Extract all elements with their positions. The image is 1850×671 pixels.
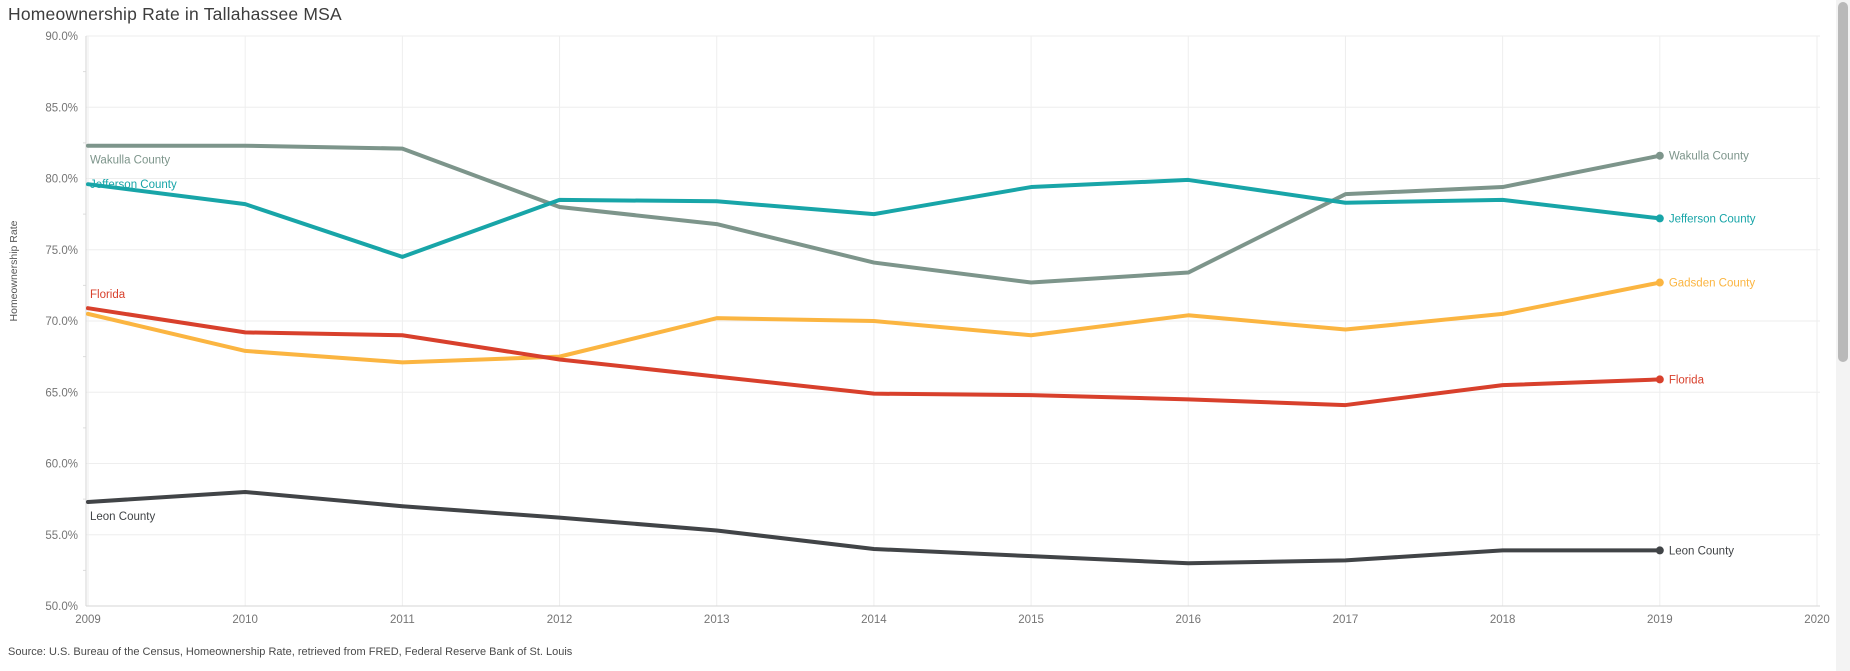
y-tick-label: 80.0% (45, 174, 78, 186)
series-right-label-wakulla-county: Wakulla County (1669, 151, 1749, 163)
series-end-dot-florida (1655, 375, 1664, 384)
series-right-label-gadsden-county: Gadsden County (1669, 278, 1756, 290)
y-tick-label: 55.0% (45, 530, 78, 542)
x-tick-label: 2012 (547, 614, 573, 626)
series-line-wakulla-county (86, 143, 1662, 285)
chart-title: Homeownership Rate in Tallahassee MSA (8, 4, 342, 24)
y-tick-label: 90.0% (45, 31, 78, 43)
series-left-label-leon-county: Leon County (90, 511, 155, 523)
series-left-label-wakulla-county: Wakulla County (90, 155, 170, 167)
y-tick-label: 60.0% (45, 459, 78, 471)
series-end-dot-jefferson-county (1655, 214, 1664, 223)
x-tick-label: 2013 (704, 614, 730, 626)
source-note: Source: U.S. Bureau of the Census, Homeo… (8, 646, 573, 658)
y-tick-label: 85.0% (45, 102, 78, 114)
y-tick-label: 65.0% (45, 387, 78, 399)
y-tick-label: 75.0% (45, 245, 78, 257)
x-tick-label: 2009 (75, 614, 101, 626)
series-left-label-florida: Florida (90, 289, 126, 301)
scrollbar-thumb[interactable] (1838, 2, 1848, 362)
series-line-jefferson-county (86, 177, 1662, 259)
series-end-dot-wakulla-county (1655, 151, 1664, 160)
series-right-label-florida: Florida (1669, 374, 1705, 386)
x-tick-label: 2020 (1804, 614, 1830, 626)
x-tick-label: 2016 (1175, 614, 1201, 626)
series-end-dot-gadsden-county (1655, 278, 1664, 287)
x-tick-label: 2015 (1018, 614, 1044, 626)
x-tick-label: 2017 (1333, 614, 1359, 626)
x-tick-label: 2011 (390, 614, 415, 626)
x-tick-label: 2014 (861, 614, 887, 626)
series-line-florida (86, 306, 1662, 408)
x-tick-label: 2018 (1490, 614, 1516, 626)
series-line-leon-county (86, 490, 1662, 566)
series-right-label-jefferson-county: Jefferson County (1669, 213, 1756, 225)
x-tick-label: 2019 (1647, 614, 1673, 626)
y-tick-label: 70.0% (45, 316, 78, 328)
series-right-label-leon-county: Leon County (1669, 545, 1734, 557)
y-tick-label: 50.0% (45, 601, 78, 613)
series-line-gadsden-county (86, 280, 1662, 365)
x-tick-label: 2010 (232, 614, 258, 626)
series-end-dot-leon-county (1655, 546, 1664, 555)
